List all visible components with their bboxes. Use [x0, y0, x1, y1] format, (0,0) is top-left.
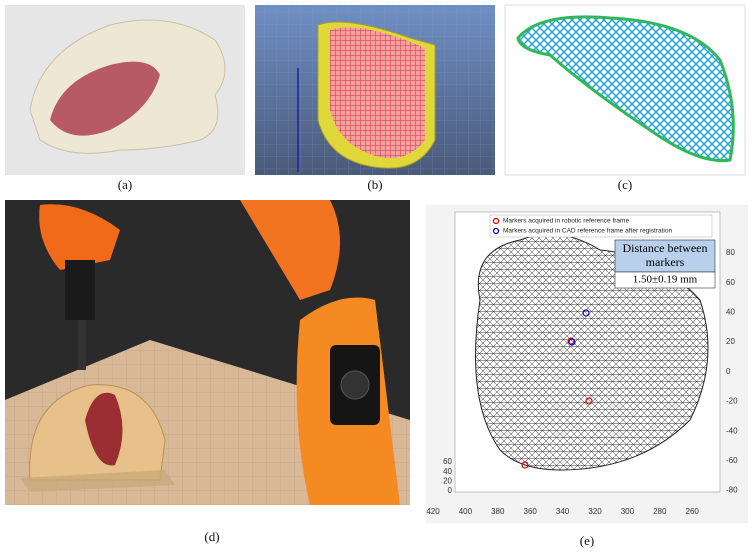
panel-b-image	[255, 5, 495, 175]
panel-c-image	[504, 4, 746, 176]
y-tick-label: 40	[443, 467, 452, 476]
panel-label: (d)	[204, 529, 219, 544]
x-tick-label: 300	[621, 507, 635, 516]
x-tick-label: 360	[524, 507, 538, 516]
panel-label: (c)	[618, 177, 632, 192]
x-tick-label: 280	[653, 507, 667, 516]
y-tick-label: 0	[448, 486, 453, 495]
annotation-title: Distance between	[623, 241, 708, 255]
x-tick-label: 380	[491, 507, 505, 516]
annotation-title: markers	[646, 255, 685, 269]
legend-entry: Markers acquired in robotic reference fr…	[503, 218, 629, 225]
panel-label: (a)	[118, 177, 132, 192]
y-tick-label: -40	[726, 426, 738, 435]
panel-label: (b)	[367, 177, 382, 192]
y-tick-label: 20	[726, 337, 735, 346]
y-tick-label: -80	[726, 486, 738, 495]
annotation-value: 1.50±0.19 mm	[633, 274, 698, 286]
panel-d-image	[5, 200, 410, 505]
x-tick-label: 340	[556, 507, 570, 516]
legend-entry: Markers acquired in CAD reference frame …	[503, 228, 672, 235]
y-tick-label: -20	[726, 397, 738, 406]
y-tick-label: 40	[726, 308, 735, 317]
y-tick-label: 0	[726, 367, 731, 376]
panel-e-plot: Markers acquired in robotic reference fr…	[426, 205, 748, 523]
y-tick-label: 60	[726, 278, 735, 287]
x-tick-label: 400	[459, 507, 473, 516]
y-tick-label: 80	[726, 248, 735, 257]
y-tick-label: 20	[443, 477, 452, 486]
y-tick-label: -60	[726, 456, 738, 465]
x-tick-label: 420	[426, 507, 440, 516]
panel-label: (e)	[580, 533, 594, 548]
panel-a-image	[5, 5, 245, 175]
x-tick-label: 260	[686, 507, 700, 516]
x-tick-label: 320	[588, 507, 602, 516]
y-tick-label: 60	[443, 457, 452, 466]
